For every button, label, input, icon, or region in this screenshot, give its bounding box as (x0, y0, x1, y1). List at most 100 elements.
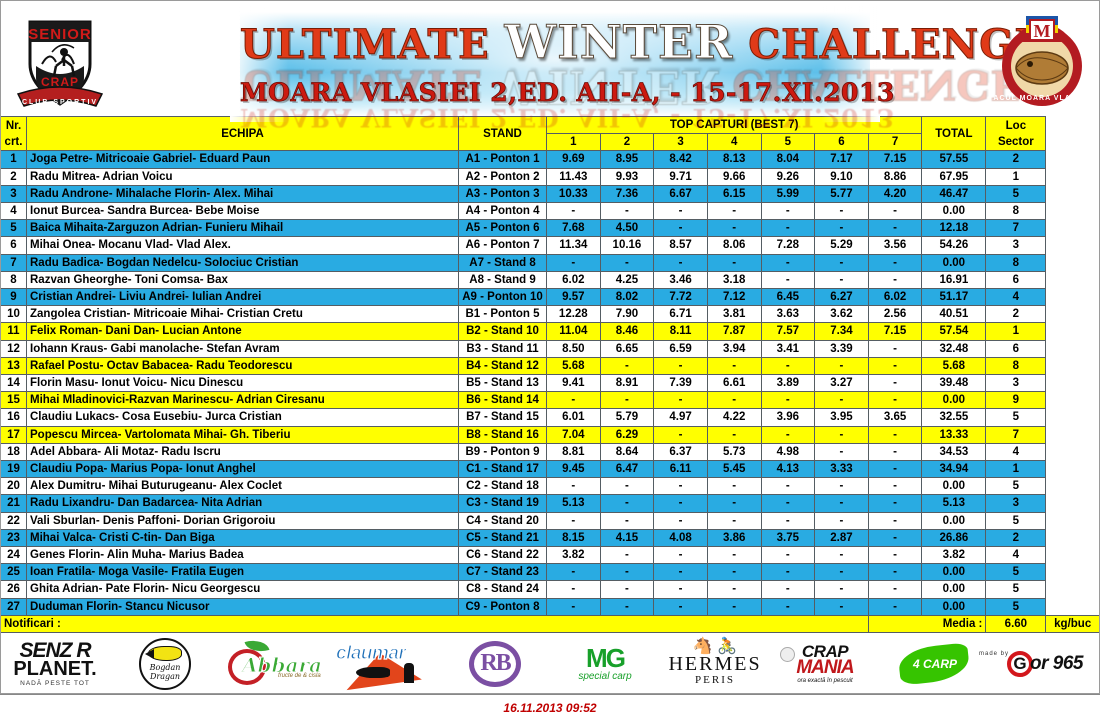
capture-3: - (653, 202, 708, 221)
capture-7: 2.56 (867, 305, 923, 324)
senzor-planet-tagline: NADĂ PESTE TOT (20, 679, 90, 687)
row-total: 5.13 (921, 494, 987, 513)
team-name: Popescu Mircea- Vartolomata Mihai- Gh. T… (26, 425, 459, 444)
apple-icon (228, 648, 266, 685)
capture-6: - (814, 219, 869, 238)
abbara-wordmark: Abbara (242, 652, 323, 677)
capture-2: 4.50 (599, 219, 655, 238)
mania-wordmark: MANIA (796, 657, 854, 679)
capture-5: 3.63 (760, 305, 816, 324)
capture-7: 8.86 (867, 167, 923, 186)
row-loc-sector: 1 (985, 322, 1047, 341)
capture-7: - (867, 442, 923, 462)
capture-3: - (653, 580, 708, 599)
capture-7: - (867, 202, 923, 221)
capture-1: - (546, 580, 601, 599)
row-total: 57.54 (921, 322, 987, 341)
col-header-cap-5: 5 (760, 133, 816, 152)
banner-subtitle-reflection: MOARA VLASIEI 2,ED. AII-A, - 15-17.XI.20… (240, 103, 895, 132)
stand-label: A9 - Ponton 10 (458, 288, 547, 307)
stand-label: B9 - Ponton 9 (458, 442, 547, 462)
stand-label: C7 - Stand 23 (458, 563, 547, 582)
capture-2: 4.25 (599, 270, 655, 290)
team-name: Claudiu Popa- Marius Popa- Ionut Anghel (26, 460, 459, 479)
stand-label: B7 - Stand 15 (458, 408, 547, 427)
capture-3: - (653, 219, 708, 238)
row-index: 18 (0, 442, 27, 462)
capture-2: - (599, 494, 655, 513)
title-part-ultimate: ULTIMATE (240, 21, 490, 68)
row-total: 13.33 (921, 425, 987, 444)
row-loc-sector: 3 (985, 374, 1047, 393)
capture-4: 4.22 (706, 408, 762, 427)
stand-label: C6 - Stand 22 (458, 546, 547, 565)
row-total: 0.00 (921, 477, 987, 496)
capture-3: - (653, 477, 708, 496)
rb-wordmark: RB (480, 650, 511, 677)
capture-1: 6.01 (546, 408, 601, 427)
row-loc-sector: 4 (985, 442, 1047, 462)
capture-5: - (760, 202, 816, 221)
capture-4: - (706, 494, 762, 513)
table-row: 13 Rafael Postu- Octav Babacea- Radu Teod… (0, 356, 1100, 376)
row-index: 20 (0, 477, 27, 496)
row-loc-sector: 5 (985, 563, 1047, 582)
row-index: 10 (0, 305, 27, 324)
row-total: 40.51 (921, 305, 987, 324)
row-index: 12 (0, 339, 27, 358)
row-loc-sector: 3 (985, 236, 1047, 255)
capture-7: - (867, 339, 923, 358)
capture-1: 8.81 (546, 442, 601, 462)
capture-6: 5.77 (814, 184, 869, 204)
capture-3: - (653, 597, 708, 616)
capture-3: - (653, 356, 708, 376)
capture-4: - (706, 477, 762, 496)
col-header-cap-4: 4 (706, 133, 762, 152)
capture-5: 8.04 (760, 150, 816, 169)
row-index: 6 (0, 236, 27, 255)
capture-1: 3.82 (546, 546, 601, 565)
capture-6: - (814, 511, 869, 530)
capture-4: 8.13 (706, 150, 762, 169)
row-total: 32.55 (921, 408, 987, 427)
col-header-loc-line1: Loc (1005, 119, 1027, 132)
capture-3: 6.71 (653, 305, 708, 324)
bogdan-dragan-badge: Bogdan Dragan (139, 637, 191, 690)
capture-3: 3.46 (653, 270, 708, 290)
table-row: 11 Felix Roman- Dani Dan- Lucian Antone B2… (0, 322, 1100, 341)
team-name: Mihai Valca- Cristi C-tin- Dan Biga (26, 528, 459, 548)
team-name: Cristian Andrei- Liviu Andrei- Iulian An… (26, 288, 459, 307)
capture-7: - (867, 511, 923, 530)
capture-1: 9.41 (546, 374, 601, 393)
team-name: Adel Abbara- Ali Motaz- Radu Iscru (26, 442, 459, 462)
media-label: Media : (867, 614, 987, 634)
row-total: 46.47 (921, 184, 987, 204)
table-row: 12 Iohann Kraus- Gabi manolache- Stefan A… (0, 339, 1100, 358)
capture-3: 8.11 (653, 322, 708, 341)
capture-7: - (867, 494, 923, 513)
gor-wordmark: or 965 (1030, 652, 1083, 674)
table-row: 23 Mihai Valca- Cristi C-tin- Dan Biga C5 … (0, 528, 1100, 548)
capture-4: 3.18 (706, 270, 762, 290)
capture-7: - (867, 219, 923, 238)
capture-1: 5.68 (546, 356, 601, 376)
capture-6: 7.34 (814, 322, 869, 341)
capture-2: - (599, 391, 655, 410)
row-index: 14 (0, 374, 27, 393)
table-row: 17 Popescu Mircea- Vartolomata Mihai- Gh.… (0, 425, 1100, 444)
sponsor-abbara: Abbara fructe de & cisla (220, 635, 330, 693)
crap-mania-tagline: ora exactă în pescuit (797, 678, 853, 685)
stand-label: B1 - Ponton 5 (458, 305, 547, 324)
row-total: 0.00 (921, 563, 987, 582)
capture-2: - (599, 253, 655, 272)
capture-2: 6.47 (599, 460, 655, 479)
row-total: 34.53 (921, 442, 987, 462)
capture-2: 9.93 (599, 167, 655, 186)
capture-5: - (760, 494, 816, 513)
row-index: 7 (0, 253, 27, 272)
capture-7: - (867, 477, 923, 496)
capture-2: 7.90 (599, 305, 655, 324)
capture-6: - (814, 356, 869, 376)
table-row: 26 Ghita Adrian- Pate Florin- Nicu George… (0, 580, 1100, 599)
